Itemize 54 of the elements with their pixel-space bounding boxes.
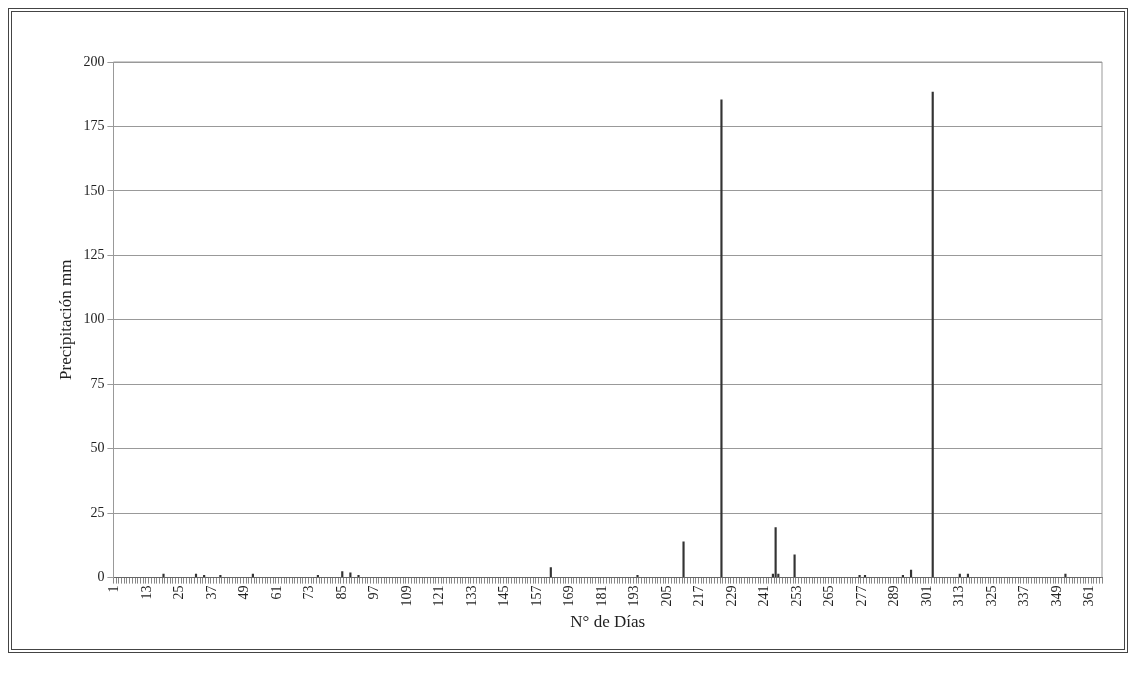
x-tick-label: 205 [658, 585, 674, 607]
x-tick-label: 241 [756, 585, 772, 607]
bar [1064, 573, 1067, 578]
bar [774, 527, 777, 578]
y-tick-label: 100 [83, 311, 105, 327]
x-tick-label: 37 [203, 585, 219, 600]
x-tick-label: 325 [983, 585, 999, 607]
x-tick-label: 1 [106, 585, 122, 593]
bar [357, 575, 360, 578]
x-axis-title: N° de Días [570, 612, 646, 632]
x-tick-label: 145 [496, 585, 512, 607]
bar [931, 91, 934, 578]
x-tick-label: 265 [821, 585, 837, 607]
x-tick-label: 169 [561, 585, 577, 607]
y-tick-label: 75 [90, 375, 105, 391]
x-tick-label: 217 [691, 585, 707, 607]
x-tick-label: 349 [1048, 585, 1064, 607]
x-tick-label: 157 [528, 585, 544, 607]
bar [341, 571, 344, 578]
x-tick-label: 73 [301, 585, 317, 600]
y-axis-title: Precipitación mm [55, 259, 75, 380]
bar [349, 572, 352, 578]
x-tick-label: 25 [171, 585, 187, 600]
x-tick-label: 133 [463, 585, 479, 607]
x-tick-label: 49 [236, 585, 252, 600]
x-tick-label: 229 [723, 585, 739, 607]
y-tick-label: 50 [90, 440, 105, 456]
x-tick-label: 361 [1081, 585, 1097, 607]
x-tick-label: 61 [268, 585, 284, 600]
bar [549, 567, 552, 578]
x-tick-label: 193 [626, 585, 642, 607]
bar [162, 573, 165, 578]
y-tick-label: 0 [97, 569, 105, 585]
x-tick-label: 121 [431, 585, 447, 607]
bar [636, 575, 639, 578]
y-tick-label: 150 [83, 182, 105, 198]
x-tick-label: 13 [138, 585, 154, 600]
y-tick-label: 200 [83, 53, 105, 69]
bar [720, 99, 723, 578]
x-tick-label: 289 [886, 585, 902, 607]
x-tick-label: 313 [951, 585, 967, 607]
x-tick-label: 301 [918, 585, 934, 607]
y-tick-label: 175 [83, 118, 105, 134]
bar [793, 554, 796, 578]
x-tick-label: 253 [788, 585, 804, 607]
x-tick-label: 97 [366, 585, 382, 600]
bar [682, 541, 685, 578]
y-tick-label: 125 [83, 247, 105, 263]
y-tick-label: 25 [90, 504, 105, 520]
x-tick-label: 277 [853, 585, 869, 607]
x-tick-label: 109 [398, 585, 414, 607]
x-tick-label: 85 [333, 585, 349, 600]
x-tick-label: 181 [593, 585, 609, 607]
x-tick-label: 337 [1016, 585, 1032, 607]
